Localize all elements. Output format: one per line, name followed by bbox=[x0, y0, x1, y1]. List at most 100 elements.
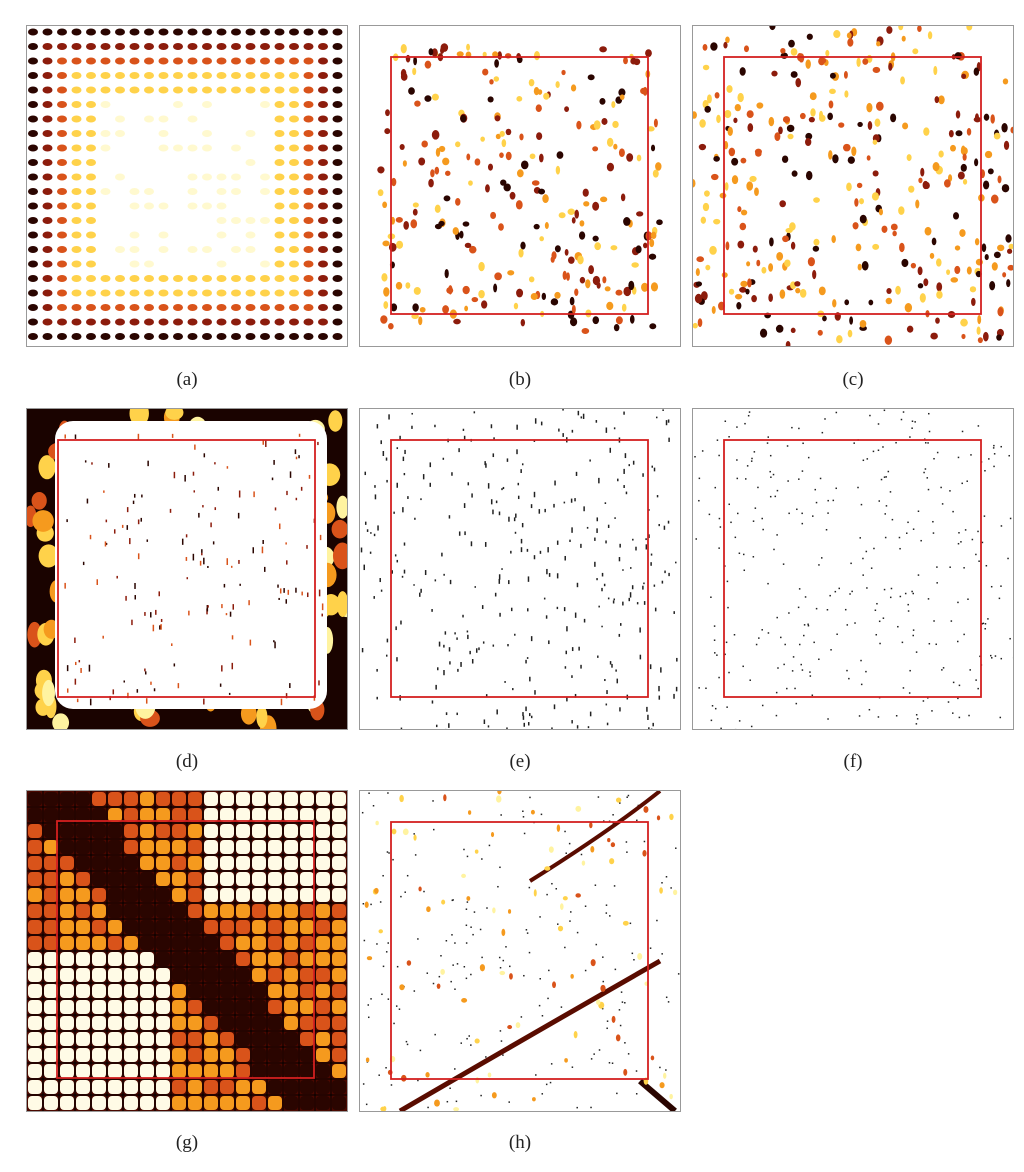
cell bbox=[220, 936, 234, 950]
speck bbox=[796, 508, 798, 511]
speck bbox=[401, 575, 404, 578]
speck bbox=[403, 472, 406, 476]
blob bbox=[303, 72, 314, 79]
blob bbox=[516, 288, 524, 298]
blob bbox=[216, 57, 227, 65]
blob bbox=[86, 304, 96, 311]
speck bbox=[752, 556, 755, 558]
speck bbox=[635, 1070, 638, 1072]
speck bbox=[454, 1068, 456, 1070]
speck bbox=[553, 704, 556, 710]
blob bbox=[86, 246, 96, 253]
speck bbox=[915, 651, 918, 653]
speck bbox=[941, 669, 943, 671]
blob bbox=[187, 57, 198, 65]
cell bbox=[300, 936, 314, 950]
cell bbox=[268, 824, 282, 838]
blob bbox=[418, 316, 423, 326]
blob bbox=[821, 57, 827, 64]
blob bbox=[100, 101, 111, 108]
blob bbox=[42, 231, 53, 239]
speck bbox=[849, 593, 851, 595]
cell bbox=[316, 1080, 330, 1094]
blob bbox=[383, 287, 390, 297]
speck bbox=[596, 578, 598, 581]
speck bbox=[173, 663, 176, 667]
speck bbox=[321, 613, 323, 617]
speck bbox=[460, 1042, 463, 1044]
speck bbox=[650, 553, 653, 556]
cell bbox=[188, 1080, 202, 1094]
speck bbox=[485, 1056, 487, 1058]
speck bbox=[628, 464, 631, 467]
speck bbox=[957, 542, 960, 545]
blob bbox=[583, 201, 590, 207]
speck bbox=[860, 683, 863, 686]
cell bbox=[172, 872, 186, 886]
speck bbox=[89, 534, 92, 540]
speck bbox=[812, 515, 814, 517]
blob bbox=[557, 925, 564, 932]
blob bbox=[129, 333, 140, 340]
blob bbox=[976, 326, 981, 335]
speck bbox=[463, 503, 466, 508]
cell bbox=[204, 888, 218, 902]
cell bbox=[172, 1064, 186, 1078]
speck bbox=[958, 716, 961, 719]
speck bbox=[571, 720, 573, 724]
blob bbox=[593, 120, 601, 130]
speck bbox=[226, 558, 229, 566]
speck bbox=[631, 952, 634, 955]
speck bbox=[797, 606, 800, 609]
speck bbox=[985, 564, 988, 567]
speck bbox=[514, 633, 516, 636]
region-box bbox=[390, 821, 649, 1080]
speck bbox=[367, 1004, 370, 1006]
speck bbox=[443, 670, 445, 676]
speck bbox=[978, 560, 980, 562]
blob bbox=[611, 101, 616, 109]
cell bbox=[108, 888, 122, 902]
speck bbox=[105, 519, 108, 523]
blob bbox=[562, 896, 568, 901]
blob bbox=[86, 57, 96, 65]
cell bbox=[124, 952, 138, 966]
cell bbox=[300, 888, 314, 902]
speck bbox=[80, 668, 82, 673]
speck bbox=[801, 470, 804, 472]
speck bbox=[1000, 657, 1003, 660]
blob bbox=[756, 102, 764, 109]
speck bbox=[133, 493, 136, 498]
speck bbox=[496, 709, 498, 715]
blob bbox=[507, 1025, 513, 1030]
speck bbox=[455, 1100, 458, 1103]
blob bbox=[505, 151, 512, 161]
blob bbox=[187, 202, 198, 210]
speck bbox=[483, 719, 486, 724]
blob bbox=[747, 278, 752, 288]
blob bbox=[165, 409, 184, 420]
blob bbox=[740, 280, 748, 288]
blob bbox=[28, 86, 38, 94]
cell bbox=[268, 936, 282, 950]
blob bbox=[459, 230, 464, 239]
speck bbox=[433, 828, 435, 831]
speck bbox=[520, 547, 523, 553]
speck bbox=[126, 525, 129, 530]
speck bbox=[462, 614, 464, 618]
blob bbox=[28, 101, 38, 108]
speck bbox=[788, 512, 790, 515]
cell bbox=[172, 824, 186, 838]
blob bbox=[57, 72, 67, 79]
speck bbox=[875, 633, 878, 636]
blob bbox=[129, 260, 140, 268]
speck bbox=[452, 964, 454, 966]
cell bbox=[316, 984, 330, 998]
blob bbox=[646, 126, 655, 132]
cell bbox=[300, 872, 314, 886]
blob bbox=[950, 144, 956, 152]
cell bbox=[236, 1080, 250, 1094]
speck bbox=[127, 692, 129, 699]
speck bbox=[470, 1044, 472, 1046]
blob bbox=[842, 143, 851, 152]
